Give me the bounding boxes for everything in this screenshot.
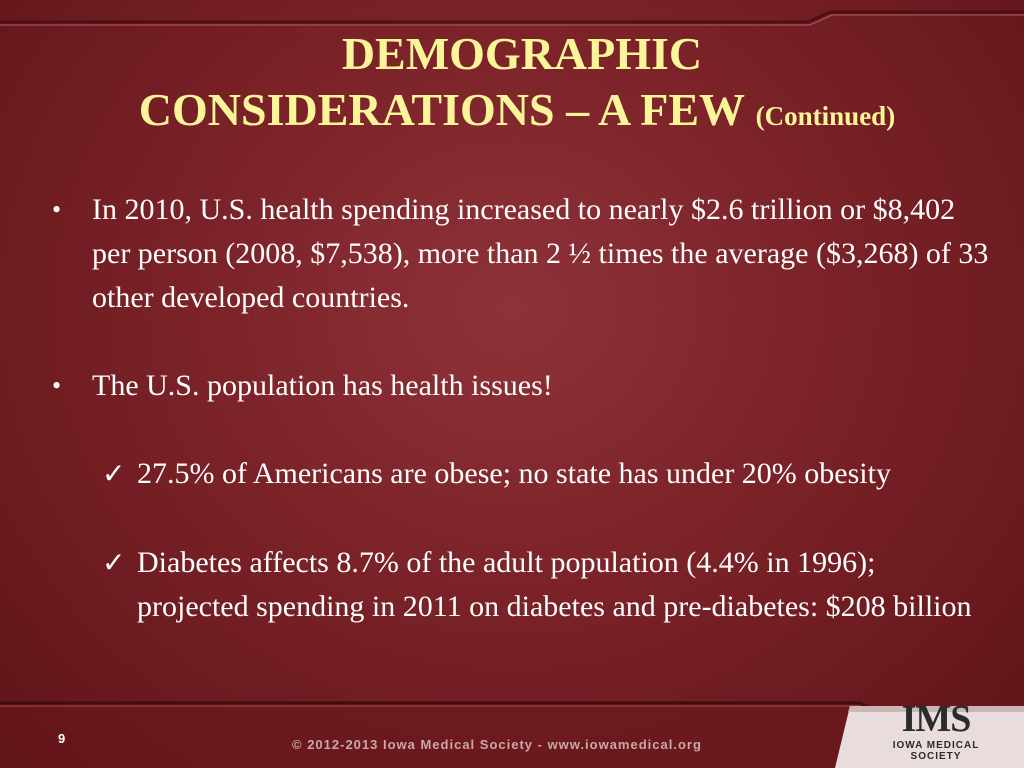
title-line-2-text: CONSIDERATIONS – A FEW bbox=[138, 84, 745, 135]
title-line-2: CONSIDERATIONS – A FEW (Continued) bbox=[0, 82, 1024, 144]
sub-bullet-text: 27.5% of Americans are obese; no state h… bbox=[137, 457, 891, 490]
sub-bullet-item: ✓ Diabetes affects 8.7% of the adult pop… bbox=[102, 541, 982, 629]
bullet-dot: • bbox=[52, 195, 62, 224]
bullet-dot: • bbox=[52, 371, 62, 400]
bullet-item: • In 2010, U.S. health spending increase… bbox=[52, 188, 992, 320]
logo-mark: IMS bbox=[901, 698, 972, 740]
bullet-text: In 2010, U.S. health spending increased … bbox=[92, 193, 989, 314]
page-number: 9 bbox=[58, 731, 66, 746]
title-suffix: (Continued) bbox=[755, 101, 896, 131]
logo-name: IOWA MEDICAL SOCIETY bbox=[892, 740, 980, 762]
bullet-text: The U.S. population has health issues! bbox=[92, 369, 553, 402]
checkmark-icon: ✓ bbox=[102, 457, 126, 490]
bullet-item: • The U.S. population has health issues! bbox=[52, 364, 992, 408]
title-line-1: DEMOGRAPHIC bbox=[341, 28, 703, 79]
checkmark-icon: ✓ bbox=[102, 546, 126, 579]
slide-title: DEMOGRAPHIC CONSIDERATIONS – A FEW (Cont… bbox=[0, 26, 1024, 144]
sub-bullet-item: ✓ 27.5% of Americans are obese; no state… bbox=[102, 452, 982, 496]
copyright-text: © 2012-2013 Iowa Medical Society - www.i… bbox=[292, 737, 702, 752]
sub-bullet-text: Diabetes affects 8.7% of the adult popul… bbox=[137, 546, 972, 623]
ims-logo: IMS IOWA MEDICAL SOCIETY bbox=[866, 698, 1006, 762]
